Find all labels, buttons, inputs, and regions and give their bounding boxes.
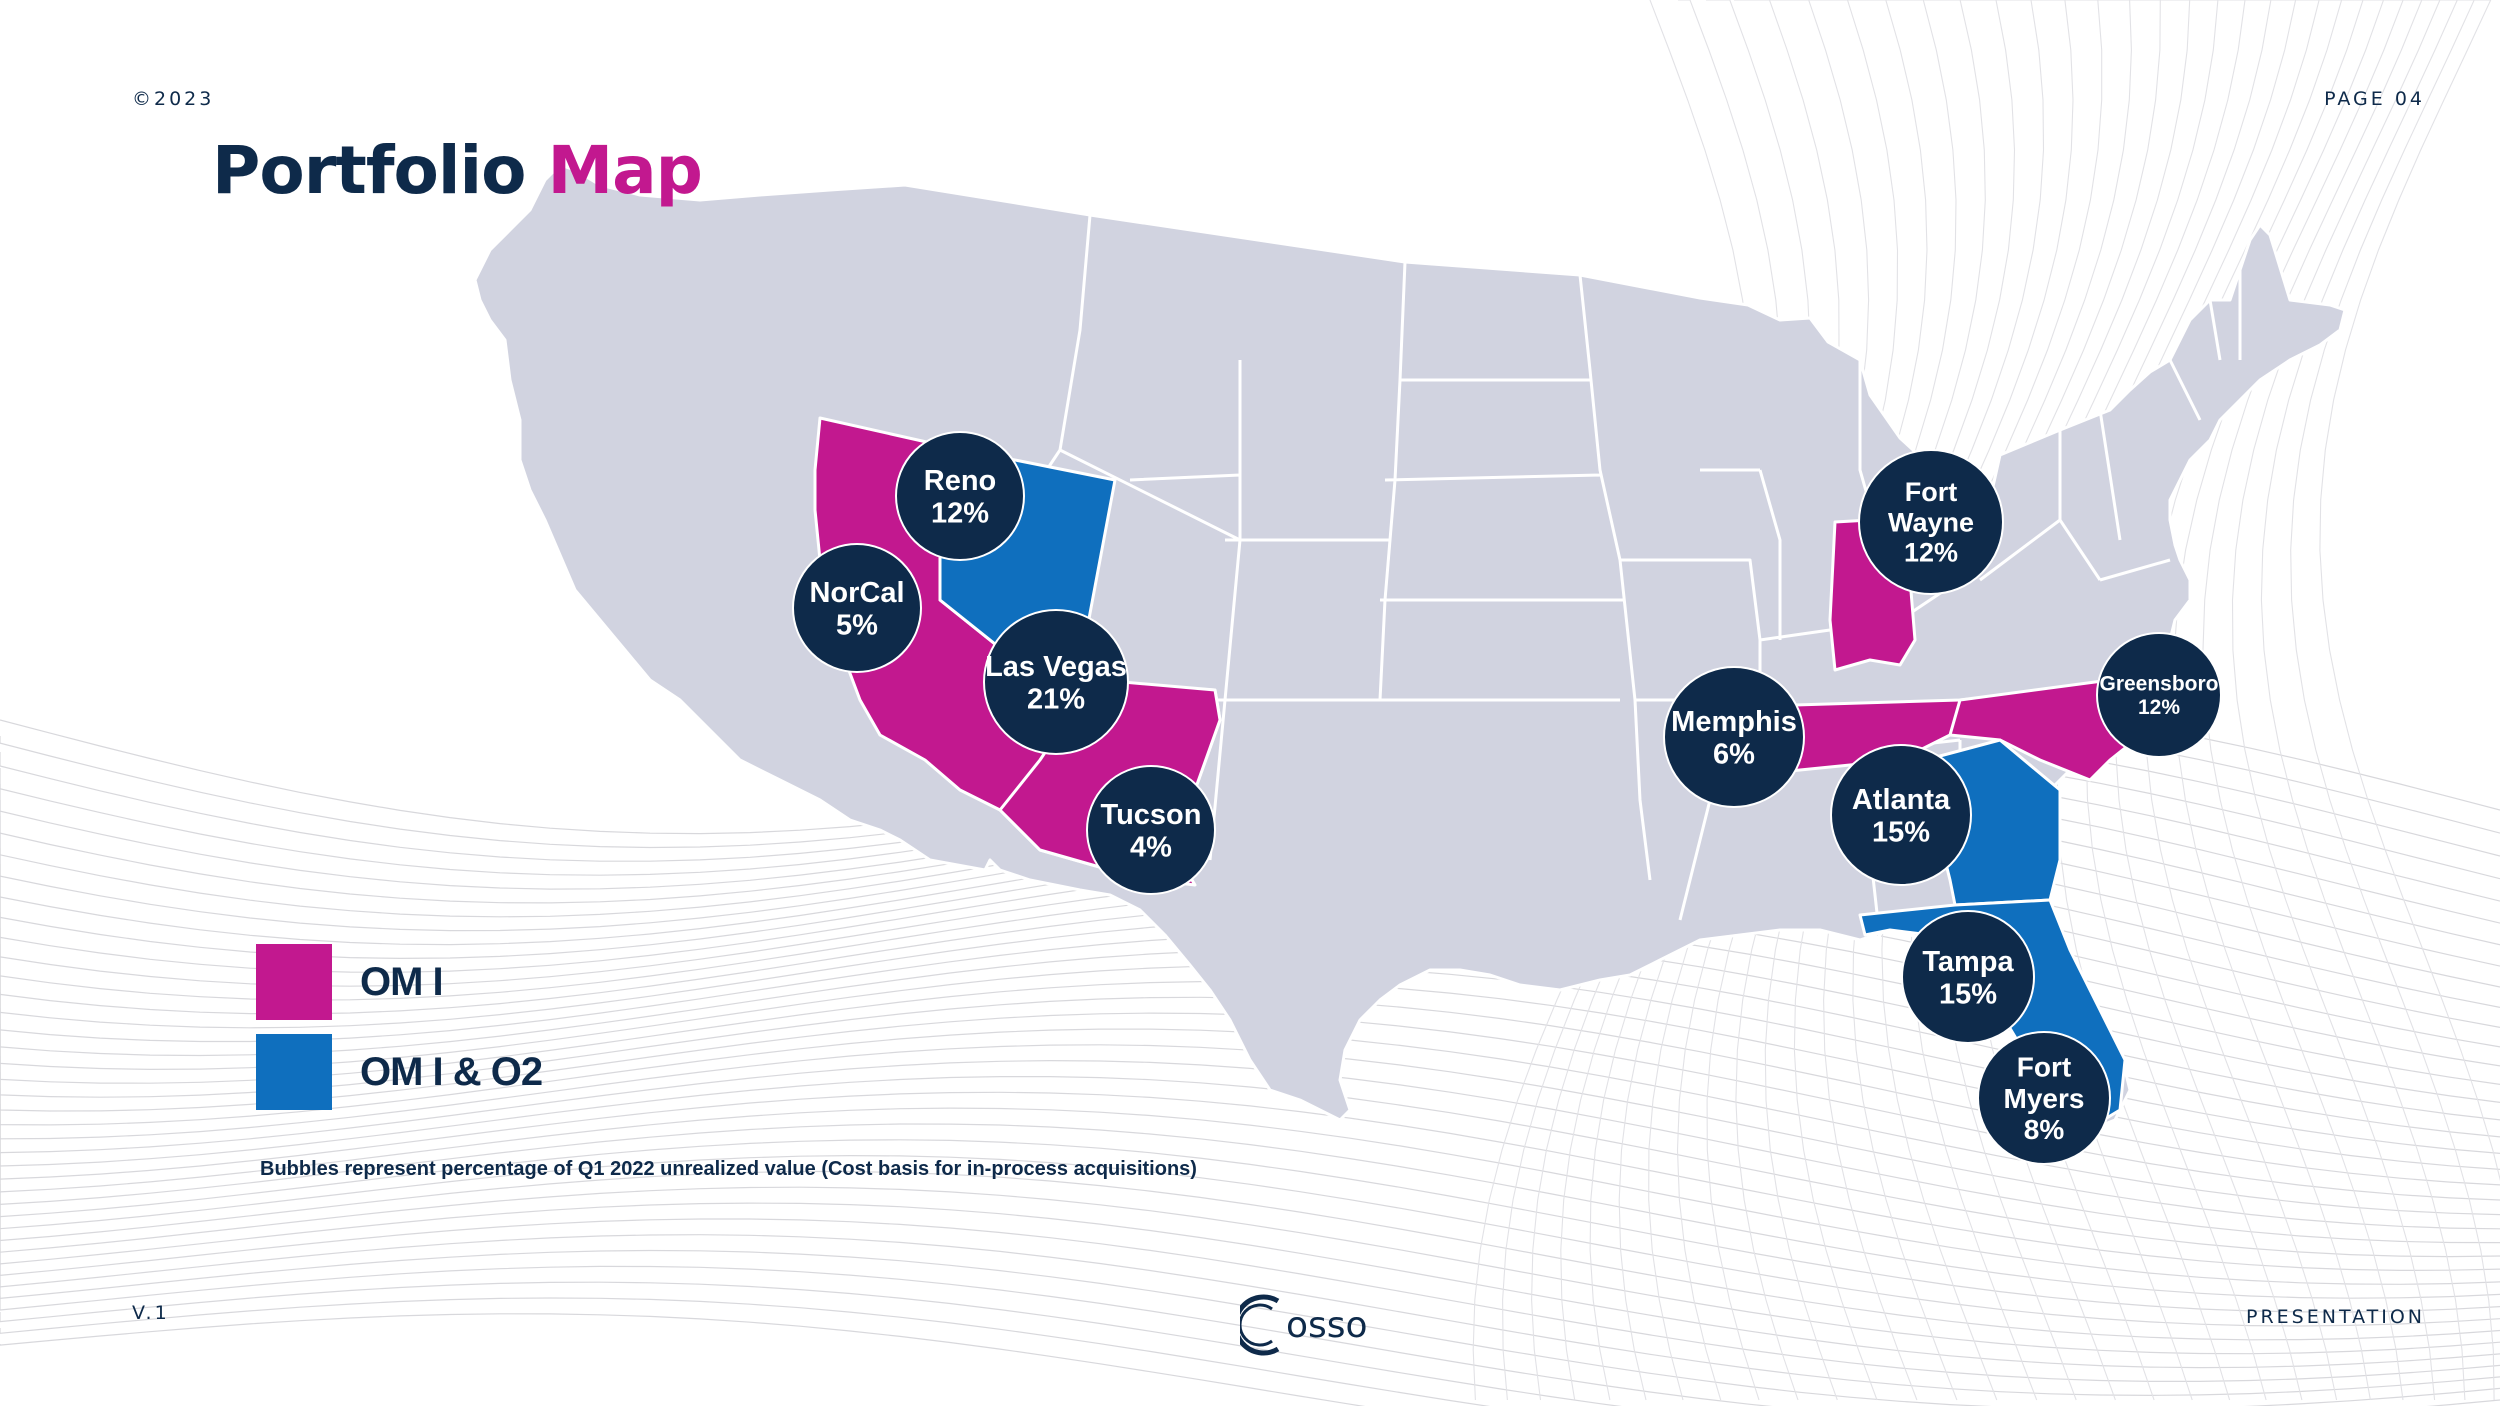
legend-label-om1-o2: OM I & O2 <box>360 1049 543 1094</box>
bubble-circle <box>792 543 922 673</box>
wave-line <box>0 1265 2500 1406</box>
legend-label-om1: OM I <box>360 959 444 1004</box>
bubble-label: 15% <box>1872 816 1930 848</box>
wave-line <box>2290 0 2495 1401</box>
wave-line <box>2319 0 2500 1182</box>
bubble-circle <box>2096 632 2222 758</box>
wave-line <box>0 1123 2500 1299</box>
bubble-label: Atlanta <box>1852 784 1951 816</box>
page-number: PAGE 04 <box>2324 88 2425 110</box>
osso-logo: osso <box>1240 1290 1368 1360</box>
wave-line <box>0 1044 2500 1230</box>
title-main: Portfolio <box>212 132 526 209</box>
wave-line <box>0 1234 2500 1397</box>
wave-line <box>0 1186 2500 1355</box>
wave-line <box>0 1076 2500 1258</box>
bubble-label: 5% <box>836 609 878 641</box>
footer-label: PRESENTATION <box>2246 1306 2425 1328</box>
wave-line <box>0 1154 2500 1327</box>
wave-line <box>0 1059 2500 1244</box>
wave-line <box>0 1218 2500 1382</box>
wave-line <box>0 1139 2500 1313</box>
copyright: ©2023 <box>132 88 215 110</box>
bubble-label: 12% <box>1904 538 1958 568</box>
footnote: Bubbles represent percentage of Q1 2022 … <box>260 1158 1197 1180</box>
bubble-label: Memphis <box>1671 706 1797 738</box>
bubble-label: Fort <box>1905 477 1957 507</box>
wave-line <box>0 1297 1491 1406</box>
bubble-circle <box>895 431 1025 561</box>
logo-mark-icon <box>1240 1294 1280 1356</box>
title-accent: Map <box>547 132 702 209</box>
bubble-label: 21% <box>1027 683 1085 715</box>
bubble-circle <box>1901 910 2035 1044</box>
version-label: V.1 <box>132 1302 170 1324</box>
bubble-label: NorCal <box>809 577 904 609</box>
bubble-label: Tucson <box>1101 799 1202 831</box>
bubble-circle <box>1663 666 1805 808</box>
bubble-label: 4% <box>1130 831 1172 863</box>
bubble-circle <box>1086 765 1216 895</box>
bubble-label: Myers <box>2004 1083 2085 1114</box>
wave-line <box>2231 0 2441 1401</box>
wave-line <box>0 1281 1623 1406</box>
legend-item-om1-o2: OM I & O2 <box>256 1034 543 1110</box>
wave-line <box>0 1249 2500 1406</box>
wave-line <box>0 1107 2500 1285</box>
bubble-label: Reno <box>924 465 997 497</box>
bubble-label: Tampa <box>1922 946 2014 978</box>
bubble-label: 12% <box>931 497 989 529</box>
bubble-label: 6% <box>1713 738 1755 770</box>
legend-swatch-om1 <box>256 944 332 1020</box>
bubble-label: 8% <box>2024 1114 2065 1145</box>
bubble-circle <box>1830 744 1972 886</box>
bubble-label: Fort <box>2017 1051 2071 1082</box>
logo-text: osso <box>1286 1304 1368 1346</box>
bubble-label: Las Vegas <box>985 651 1127 683</box>
bubble-circle <box>1858 449 2004 595</box>
wave-line <box>0 1028 2500 1216</box>
bubble-label: 15% <box>1939 978 1997 1010</box>
legend-item-om1: OM I <box>256 944 444 1020</box>
bubble-label: Wayne <box>1888 507 1974 537</box>
wave-line <box>0 1091 2500 1272</box>
wave-line <box>0 1170 2500 1341</box>
wave-line <box>0 1313 1366 1406</box>
legend-swatch-om1-o2 <box>256 1034 332 1110</box>
page-title: Portfolio Map <box>212 132 703 209</box>
wave-line <box>0 1202 2500 1369</box>
bubble-label: Greensboro <box>2099 673 2218 696</box>
wave-line <box>2260 0 2466 1401</box>
bubble-circle <box>1977 1031 2111 1165</box>
bubble-label: 12% <box>2138 696 2180 719</box>
bubble-circle <box>983 609 1129 755</box>
